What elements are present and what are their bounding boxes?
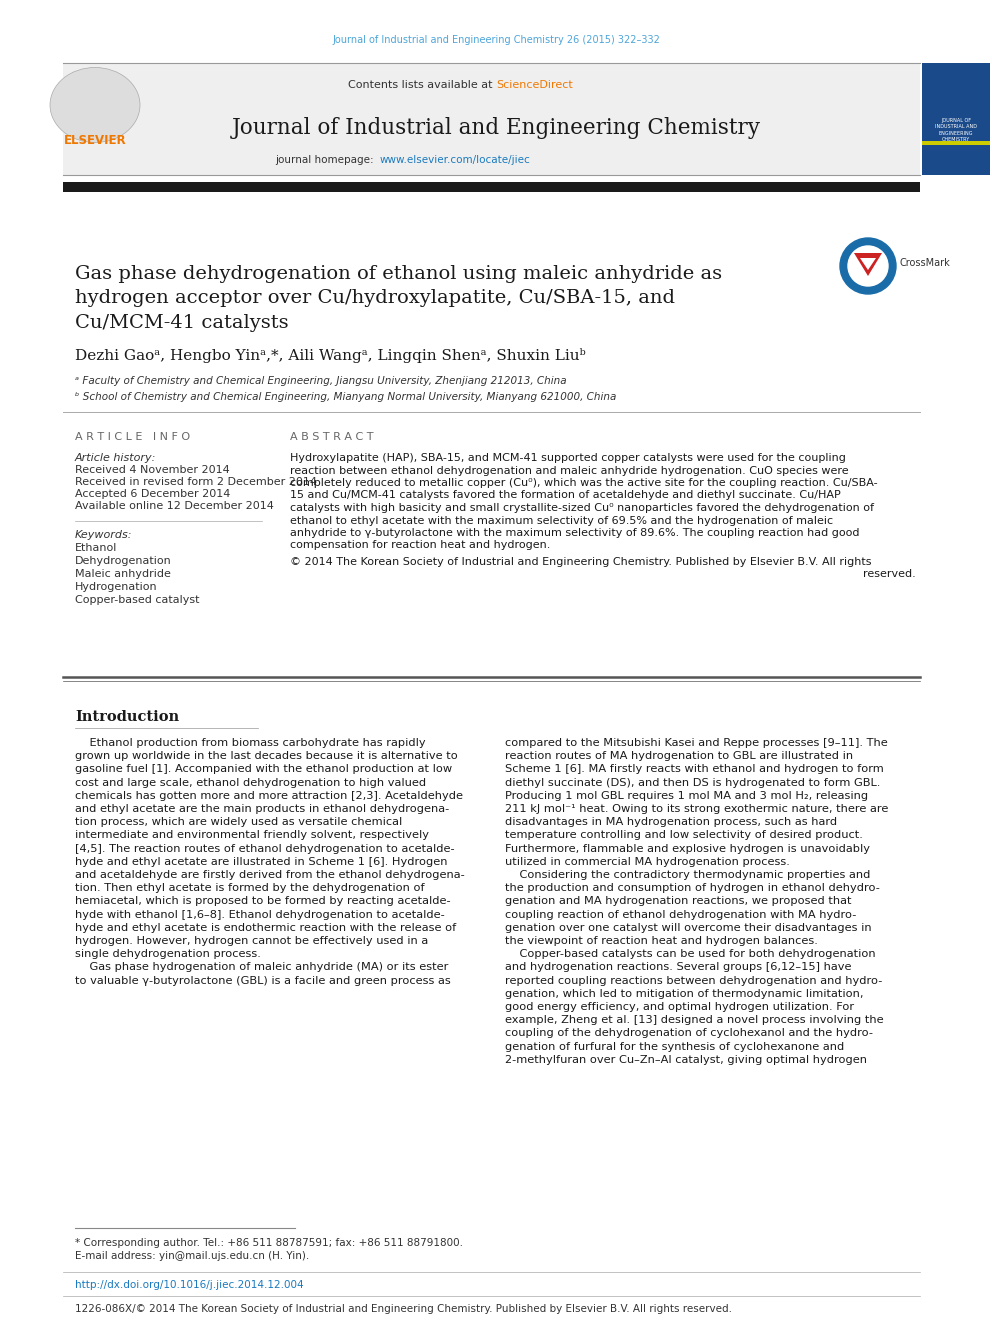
Text: disadvantages in MA hydrogenation process, such as hard: disadvantages in MA hydrogenation proces… (505, 818, 837, 827)
Text: JOURNAL OF
INDUSTRIAL AND
ENGINEERING
CHEMISTRY: JOURNAL OF INDUSTRIAL AND ENGINEERING CH… (935, 118, 977, 142)
Polygon shape (860, 258, 876, 270)
Text: intermediate and environmental friendly solvent, respectively: intermediate and environmental friendly … (75, 831, 429, 840)
Text: CrossMark: CrossMark (900, 258, 950, 269)
Text: reaction between ethanol dehydrogenation and maleic anhydride hydrogenation. CuO: reaction between ethanol dehydrogenation… (290, 466, 848, 475)
Text: catalysts with high basicity and small crystallite-sized Cu⁰ nanoparticles favor: catalysts with high basicity and small c… (290, 503, 874, 513)
Text: © 2014 The Korean Society of Industrial and Engineering Chemistry. Published by : © 2014 The Korean Society of Industrial … (290, 557, 872, 568)
Text: ethanol to ethyl acetate with the maximum selectivity of 69.5% and the hydrogena: ethanol to ethyl acetate with the maximu… (290, 516, 833, 525)
Bar (63, 64, 920, 175)
Text: tion. Then ethyl acetate is formed by the dehydrogenation of: tion. Then ethyl acetate is formed by th… (75, 884, 425, 893)
Text: ELSEVIER: ELSEVIER (63, 134, 126, 147)
Text: Ethanol production from biomass carbohydrate has rapidly: Ethanol production from biomass carbohyd… (75, 738, 426, 747)
Text: 15 and Cu/MCM-41 catalysts favored the formation of acetaldehyde and diethyl suc: 15 and Cu/MCM-41 catalysts favored the f… (290, 491, 841, 500)
Text: hyde and ethyl acetate is endothermic reaction with the release of: hyde and ethyl acetate is endothermic re… (75, 923, 456, 933)
Text: reaction routes of MA hydrogenation to GBL are illustrated in: reaction routes of MA hydrogenation to G… (505, 751, 853, 761)
Text: ᵃ Faculty of Chemistry and Chemical Engineering, Jiangsu University, Zhenjiang 2: ᵃ Faculty of Chemistry and Chemical Engi… (75, 376, 566, 386)
Text: compared to the Mitsubishi Kasei and Reppe processes [9–11]. The: compared to the Mitsubishi Kasei and Rep… (505, 738, 888, 747)
Text: Dezhi Gaoᵃ, Hengbo Yinᵃ,*, Aili Wangᵃ, Lingqin Shenᵃ, Shuxin Liuᵇ: Dezhi Gaoᵃ, Hengbo Yinᵃ,*, Aili Wangᵃ, L… (75, 348, 585, 363)
Text: coupling of the dehydrogenation of cyclohexanol and the hydro-: coupling of the dehydrogenation of cyclo… (505, 1028, 873, 1039)
Text: Gas phase dehydrogenation of ethanol using maleic anhydride as
hydrogen acceptor: Gas phase dehydrogenation of ethanol usi… (75, 265, 722, 332)
Text: cost and large scale, ethanol dehydrogenation to high valued: cost and large scale, ethanol dehydrogen… (75, 778, 427, 787)
Text: reported coupling reactions between dehydrogenation and hydro-: reported coupling reactions between dehy… (505, 975, 882, 986)
Text: journal homepage:: journal homepage: (275, 155, 380, 165)
Text: * Corresponding author. Tel.: +86 511 88787591; fax: +86 511 88791800.: * Corresponding author. Tel.: +86 511 88… (75, 1238, 463, 1248)
Text: good energy efficiency, and optimal hydrogen utilization. For: good energy efficiency, and optimal hydr… (505, 1002, 854, 1012)
Text: Contents lists available at: Contents lists available at (348, 79, 496, 90)
Text: Dehydrogenation: Dehydrogenation (75, 556, 172, 566)
Text: Keywords:: Keywords: (75, 531, 133, 540)
Text: ScienceDirect: ScienceDirect (496, 79, 572, 90)
Text: Accepted 6 December 2014: Accepted 6 December 2014 (75, 490, 230, 499)
Text: Journal of Industrial and Engineering Chemistry 26 (2015) 322–332: Journal of Industrial and Engineering Ch… (332, 34, 660, 45)
Text: to valuable γ-butyrolactone (GBL) is a facile and green process as: to valuable γ-butyrolactone (GBL) is a f… (75, 975, 450, 986)
Bar (63, 183, 920, 192)
Text: genation over one catalyst will overcome their disadvantages in: genation over one catalyst will overcome… (505, 923, 872, 933)
Text: Available online 12 December 2014: Available online 12 December 2014 (75, 501, 274, 511)
Text: Gas phase hydrogenation of maleic anhydride (MA) or its ester: Gas phase hydrogenation of maleic anhydr… (75, 962, 448, 972)
Text: gasoline fuel [1]. Accompanied with the ethanol production at low: gasoline fuel [1]. Accompanied with the … (75, 765, 452, 774)
Polygon shape (854, 253, 882, 277)
Text: Copper-based catalyst: Copper-based catalyst (75, 595, 199, 605)
Text: Considering the contradictory thermodynamic properties and: Considering the contradictory thermodyna… (505, 871, 870, 880)
Bar (922, 142, 990, 146)
Text: A R T I C L E   I N F O: A R T I C L E I N F O (75, 433, 190, 442)
Text: 211 kJ mol⁻¹ heat. Owing to its strong exothermic nature, there are: 211 kJ mol⁻¹ heat. Owing to its strong e… (505, 804, 889, 814)
Text: and ethyl acetate are the main products in ethanol dehydrogena-: and ethyl acetate are the main products … (75, 804, 449, 814)
Text: Hydroxylapatite (HAP), SBA-15, and MCM-41 supported copper catalysts were used f: Hydroxylapatite (HAP), SBA-15, and MCM-4… (290, 452, 846, 463)
Text: the viewpoint of reaction heat and hydrogen balances.: the viewpoint of reaction heat and hydro… (505, 935, 817, 946)
Text: A B S T R A C T: A B S T R A C T (290, 433, 374, 442)
Circle shape (840, 238, 896, 294)
Text: Hydrogenation: Hydrogenation (75, 582, 158, 591)
Text: single dehydrogenation process.: single dehydrogenation process. (75, 949, 261, 959)
Text: http://dx.doi.org/10.1016/j.jiec.2014.12.004: http://dx.doi.org/10.1016/j.jiec.2014.12… (75, 1279, 304, 1290)
Text: temperature controlling and low selectivity of desired product.: temperature controlling and low selectiv… (505, 831, 863, 840)
Text: chemicals has gotten more and more attraction [2,3]. Acetaldehyde: chemicals has gotten more and more attra… (75, 791, 463, 800)
Text: hydrogen. However, hydrogen cannot be effectively used in a: hydrogen. However, hydrogen cannot be ef… (75, 935, 429, 946)
Text: 1226-086X/© 2014 The Korean Society of Industrial and Engineering Chemistry. Pub: 1226-086X/© 2014 The Korean Society of I… (75, 1304, 732, 1314)
Text: hyde and ethyl acetate are illustrated in Scheme 1 [6]. Hydrogen: hyde and ethyl acetate are illustrated i… (75, 857, 447, 867)
Text: grown up worldwide in the last decades because it is alternative to: grown up worldwide in the last decades b… (75, 751, 457, 761)
Text: reserved.: reserved. (863, 569, 916, 579)
Bar (922, 64, 990, 175)
Text: anhydride to γ-butyrolactone with the maximum selectivity of 89.6%. The coupling: anhydride to γ-butyrolactone with the ma… (290, 528, 859, 538)
Text: hyde with ethanol [1,6–8]. Ethanol dehydrogenation to acetalde-: hyde with ethanol [1,6–8]. Ethanol dehyd… (75, 910, 444, 919)
Text: Ethanol: Ethanol (75, 542, 117, 553)
Text: example, Zheng et al. [13] designed a novel process involving the: example, Zheng et al. [13] designed a no… (505, 1015, 884, 1025)
Text: 2-methylfuran over Cu–Zn–Al catalyst, giving optimal hydrogen: 2-methylfuran over Cu–Zn–Al catalyst, gi… (505, 1054, 867, 1065)
Text: compensation for reaction heat and hydrogen.: compensation for reaction heat and hydro… (290, 541, 551, 550)
Text: Maleic anhydride: Maleic anhydride (75, 569, 171, 579)
Text: completely reduced to metallic copper (Cu⁰), which was the active site for the c: completely reduced to metallic copper (C… (290, 478, 878, 488)
Text: E-mail address: yin@mail.ujs.edu.cn (H. Yin).: E-mail address: yin@mail.ujs.edu.cn (H. … (75, 1252, 310, 1261)
Text: [4,5]. The reaction routes of ethanol dehydrogenation to acetalde-: [4,5]. The reaction routes of ethanol de… (75, 844, 454, 853)
Text: and hydrogenation reactions. Several groups [6,12–15] have: and hydrogenation reactions. Several gro… (505, 962, 851, 972)
Text: Article history:: Article history: (75, 452, 157, 463)
Circle shape (848, 246, 888, 286)
Text: utilized in commercial MA hydrogenation process.: utilized in commercial MA hydrogenation … (505, 857, 790, 867)
Text: Received in revised form 2 December 2014: Received in revised form 2 December 2014 (75, 478, 317, 487)
Text: and acetaldehyde are firstly derived from the ethanol dehydrogena-: and acetaldehyde are firstly derived fro… (75, 871, 464, 880)
Text: Introduction: Introduction (75, 710, 180, 724)
Ellipse shape (50, 67, 140, 143)
Text: tion process, which are widely used as versatile chemical: tion process, which are widely used as v… (75, 818, 402, 827)
Text: Producing 1 mol GBL requires 1 mol MA and 3 mol H₂, releasing: Producing 1 mol GBL requires 1 mol MA an… (505, 791, 868, 800)
Text: the production and consumption of hydrogen in ethanol dehydro-: the production and consumption of hydrog… (505, 884, 880, 893)
Text: www.elsevier.com/locate/jiec: www.elsevier.com/locate/jiec (380, 155, 531, 165)
Text: diethyl succinate (DS), and then DS is hydrogenated to form GBL.: diethyl succinate (DS), and then DS is h… (505, 778, 880, 787)
Text: ᵇ School of Chemistry and Chemical Engineering, Mianyang Normal University, Mian: ᵇ School of Chemistry and Chemical Engin… (75, 392, 616, 402)
Text: Journal of Industrial and Engineering Chemistry: Journal of Industrial and Engineering Ch… (231, 116, 761, 139)
Text: Furthermore, flammable and explosive hydrogen is unavoidably: Furthermore, flammable and explosive hyd… (505, 844, 870, 853)
Text: Scheme 1 [6]. MA firstly reacts with ethanol and hydrogen to form: Scheme 1 [6]. MA firstly reacts with eth… (505, 765, 884, 774)
Text: Received 4 November 2014: Received 4 November 2014 (75, 464, 230, 475)
Text: genation and MA hydrogenation reactions, we proposed that: genation and MA hydrogenation reactions,… (505, 897, 851, 906)
Text: genation, which led to mitigation of thermodynamic limitation,: genation, which led to mitigation of the… (505, 988, 863, 999)
Text: coupling reaction of ethanol dehydrogenation with MA hydro-: coupling reaction of ethanol dehydrogena… (505, 910, 856, 919)
Text: Copper-based catalysts can be used for both dehydrogenation: Copper-based catalysts can be used for b… (505, 949, 876, 959)
Text: hemiacetal, which is proposed to be formed by reacting acetalde-: hemiacetal, which is proposed to be form… (75, 897, 450, 906)
Text: genation of furfural for the synthesis of cyclohexanone and: genation of furfural for the synthesis o… (505, 1041, 844, 1052)
